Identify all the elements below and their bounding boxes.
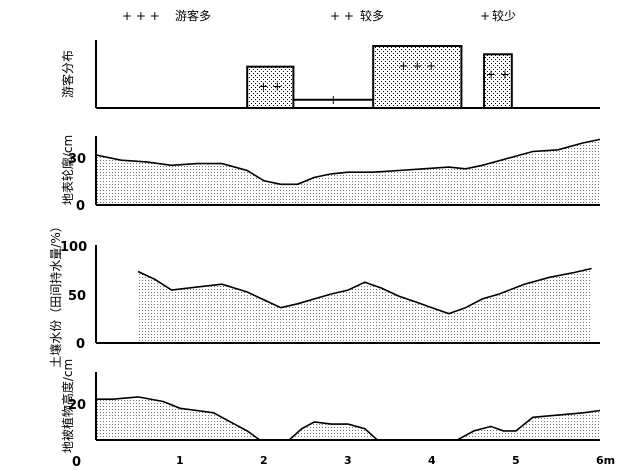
x-tick-label: 4 [428,454,436,467]
x-tick-label: 5 [512,454,520,467]
vegetation-area [96,396,600,440]
x-tick-label: 2 [260,454,268,467]
x-axis-ticks: 1 2 3 4 5 6m [176,454,615,467]
x-tick-label: 6m [596,454,615,467]
moisture-ytick-0: 0 [76,337,85,352]
vegetation-line-marks [96,396,601,441]
visitors-step-bar [372,45,463,109]
legend-symbol-medium: + + [330,9,354,23]
legend-symbol-high: + + + [122,9,160,23]
legend-label-high: 游客多 [175,8,211,23]
legend-label-medium: 较多 [360,8,384,23]
visitors-step-mark: + + [258,80,282,94]
surface-series-line [95,138,601,186]
moisture-series-line [137,267,592,315]
surface-line-marks [95,138,601,205]
visitors-step-mark: + + + [398,59,436,73]
vegetation-ytick-0: 0 [72,455,81,470]
moisture-line-marks [137,267,592,343]
legend-symbol-low: + [480,9,490,23]
legend: + + + 游客多 + + 较多 + 较少 [122,8,516,23]
visitors-step-mark: + + [486,67,510,81]
visitors-step-mark: + [328,93,338,107]
visitors-step-marks: + + + + + + + + [246,45,513,109]
x-tick-label: 3 [344,454,352,467]
moisture-area [138,268,592,343]
vegetation-ylabel: 地被植物高度/cm [60,359,75,453]
moisture-ylabel: 土壤水份（田间持水量/%） [48,220,63,367]
surface-ytick-0: 0 [76,199,85,214]
x-tick-label: 1 [176,454,184,467]
vegetation-series-line [96,396,601,441]
panel-surface: 地表轮廓/cm 0 30 [60,135,601,214]
surface-ylabel: 地表轮廓/cm [60,135,75,205]
moisture-ytick-100: 100 [60,240,87,255]
panel-vegetation: 地被植物高度/cm 20 0 [60,359,601,470]
panel-moisture: 土壤水份（田间持水量/%） 0 50 100 [48,220,600,368]
vegetation-ytick-20: 20 [68,398,86,413]
moisture-ytick-50: 50 [68,289,86,304]
visitors-step-bar [483,53,513,109]
visitors-ylabel: 游客分布 [60,50,75,98]
visitors-step-bar [246,65,295,109]
legend-label-low: 较少 [492,8,516,23]
surface-ytick-30: 30 [68,152,86,167]
panel-visitors: 游客分布 + + + + + + + + [60,40,600,109]
